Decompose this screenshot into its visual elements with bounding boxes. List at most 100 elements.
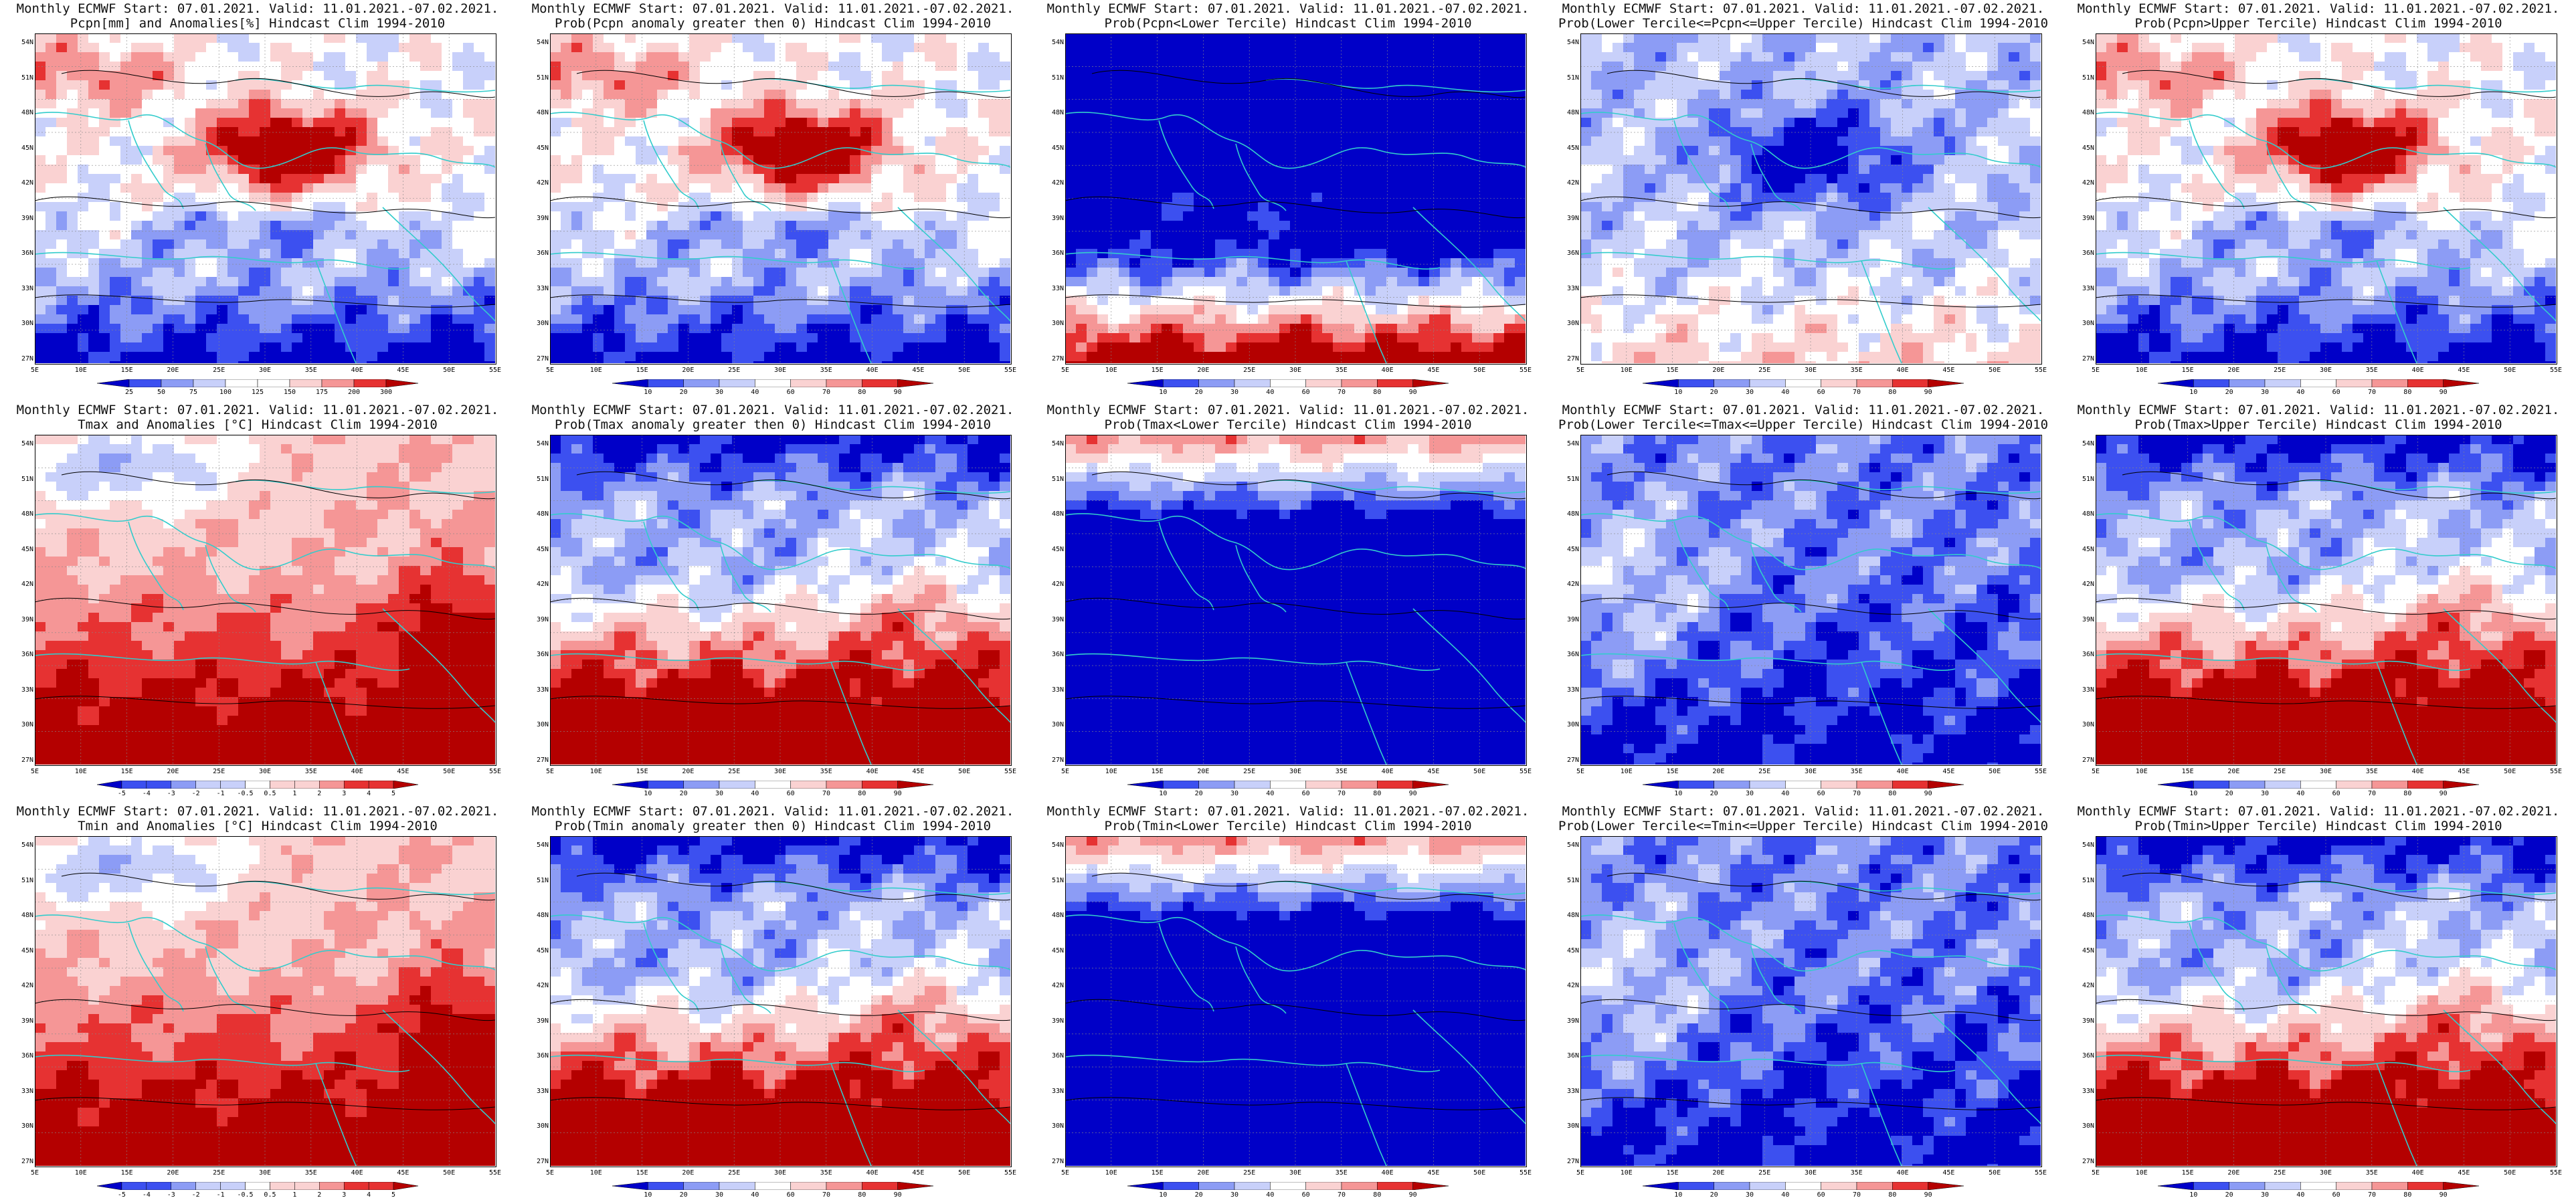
latitude-label: 45N <box>15 947 33 955</box>
latitude-label: 30N <box>2076 721 2094 728</box>
colorbar-tick-label: 40 <box>1260 1191 1280 1199</box>
map-area: 54N 51N 48N 45N 42N 39N 36N 33N 30N 27N 5E 10E 15E 20… <box>1052 836 1532 1177</box>
latitude-label: 45N <box>530 947 549 955</box>
colorbar-tick-label: 10 <box>638 1191 658 1199</box>
colorbar <box>97 1182 418 1190</box>
latitude-label: 54N <box>1045 841 1064 849</box>
colorbar-tick-label: 40 <box>1775 1191 1795 1199</box>
latitude-label: 48N <box>1045 912 1064 919</box>
latitude-label: 54N <box>1045 440 1064 447</box>
map-panel-tmax-5: Monthly ECMWF Start: 07.01.2021. Valid: … <box>2061 401 2576 803</box>
longitude-label: 55E <box>2546 1169 2566 1177</box>
colorbar-tick-label: -4 <box>136 1191 157 1199</box>
longitude-label: 50E <box>1469 768 1489 775</box>
longitude-label: 25E <box>1754 1169 1774 1177</box>
latitude-label: 42N <box>530 179 549 187</box>
forecast-field <box>35 33 495 363</box>
latitude-label: 45N <box>1560 144 1579 152</box>
longitude-label: 25E <box>1239 768 1259 775</box>
latitude-label: 33N <box>1560 1088 1579 1095</box>
colorbar-tick-label: 10 <box>1153 389 1173 396</box>
colorbar-tick-label: 10 <box>1668 389 1688 396</box>
longitude-label: 30E <box>770 367 790 374</box>
longitude-label: 50E <box>954 367 974 374</box>
latitude-label: 45N <box>1560 947 1579 955</box>
colorbar-tick-label: 70 <box>1847 1191 1867 1199</box>
latitude-label: 54N <box>2076 440 2094 447</box>
colorbar <box>1643 781 1964 789</box>
longitude-label: 15E <box>1147 367 1168 374</box>
longitude-label: 25E <box>1239 367 1259 374</box>
map-panel-tmax-3: Monthly ECMWF Start: 07.01.2021. Valid: … <box>1030 401 1546 803</box>
colorbar-tick-label: 10 <box>1668 790 1688 797</box>
longitude-label: 10E <box>2132 367 2152 374</box>
longitude-label: 50E <box>2500 768 2520 775</box>
colorbar-tick-label: 150 <box>280 389 300 396</box>
colorbar-tick-label: 60 <box>2326 389 2347 396</box>
colorbar-tick-label: 40 <box>1260 389 1280 396</box>
latitude-label: 30N <box>2076 1122 2094 1130</box>
panel-title-line2: Prob(Lower Tercile<=Tmin<=Upper Tercile)… <box>1546 819 2061 833</box>
longitude-label: 25E <box>1239 1169 1259 1177</box>
latitude-label: 45N <box>1045 144 1064 152</box>
longitude-label: 45E <box>393 367 413 374</box>
colorbar-ticks: 10 20 30 40 60 70 80 90 <box>1127 790 1449 799</box>
longitude-label: 30E <box>2316 367 2336 374</box>
longitude-label: 45E <box>1938 1169 1958 1177</box>
colorbar-tick-label: 20 <box>1704 1191 1724 1199</box>
map-panel-tmax-2: Monthly ECMWF Start: 07.01.2021. Valid: … <box>515 401 1030 803</box>
colorbar-tick-label: 90 <box>888 790 908 797</box>
latitude-label: 30N <box>1560 721 1579 728</box>
panel-title-line2: Prob(Lower Tercile<=Pcpn<=Upper Tercile)… <box>1546 16 2061 31</box>
longitude-label: 15E <box>2178 768 2198 775</box>
colorbar-tick-label: -0.5 <box>236 1191 256 1199</box>
colorbar-tick-label: 80 <box>1367 790 1387 797</box>
panel-title-line1: Monthly ECMWF Start: 07.01.2021. Valid: … <box>1546 1 2061 16</box>
latitude-label: 39N <box>2076 616 2094 623</box>
longitude-label: 20E <box>678 768 698 775</box>
colorbar-tick-label: 40 <box>2290 790 2310 797</box>
panel-title-line2: Prob(Pcpn>Upper Tercile) Hindcast Clim 1… <box>2061 16 2576 31</box>
longitude-label: 15E <box>117 768 137 775</box>
longitude-label: 25E <box>724 367 744 374</box>
colorbar <box>1127 1182 1449 1190</box>
latitude-label: 42N <box>530 982 549 989</box>
latitude-label: 36N <box>530 651 549 658</box>
longitude-label: 55E <box>485 768 505 775</box>
colorbar-tick-label: 20 <box>1189 1191 1209 1199</box>
latitude-label: 42N <box>1045 982 1064 989</box>
forecast-field <box>2096 836 2556 1166</box>
latitude-label: 27N <box>15 355 33 363</box>
longitude-label: 50E <box>1469 1169 1489 1177</box>
panel-title-line1: Monthly ECMWF Start: 07.01.2021. Valid: … <box>515 804 1030 819</box>
latitude-label: 54N <box>15 440 33 447</box>
colorbar-ticks: 10 20 30 40 60 70 80 90 <box>612 790 933 799</box>
latitude-label: 39N <box>1560 215 1579 222</box>
map-area: 54N 51N 48N 45N 42N 39N 36N 33N 30N 27N 5E 10E 15E 20… <box>21 836 501 1177</box>
colorbar-tick-label: 60 <box>1811 790 1831 797</box>
colorbar-tick-label: 20 <box>1704 389 1724 396</box>
colorbar-ticks: 10 20 30 40 60 70 80 90 <box>2158 389 2479 398</box>
longitude-label: 40E <box>1893 768 1913 775</box>
map-panel-precipitation-1: Monthly ECMWF Start: 07.01.2021. Valid: … <box>0 0 515 401</box>
colorbar-tick-label: 90 <box>888 389 908 396</box>
longitude-label: 35E <box>1847 1169 1867 1177</box>
longitude-label: 40E <box>1378 768 1398 775</box>
colorbar-tick-label: 200 <box>344 389 364 396</box>
latitude-label: 30N <box>1045 320 1064 327</box>
colorbar-ticks: 10 20 30 40 60 70 80 90 <box>612 1191 933 1201</box>
latitude-label: 33N <box>530 1088 549 1095</box>
colorbar-tick-label: 40 <box>1775 790 1795 797</box>
colorbar-tick-label: 90 <box>1403 389 1423 396</box>
panel-title-line2: Prob(Tmax<Lower Tercile) Hindcast Clim 1… <box>1030 417 1546 432</box>
longitude-label: 30E <box>2316 768 2336 775</box>
panel-title-line2: Tmax and Anomalies [°C] Hindcast Clim 19… <box>0 417 515 432</box>
longitude-label: 20E <box>1193 367 1213 374</box>
latitude-label: 51N <box>1045 74 1064 82</box>
latitude-label: 30N <box>15 721 33 728</box>
colorbar <box>612 1182 933 1190</box>
longitude-label: 20E <box>2223 768 2243 775</box>
colorbar <box>2158 379 2479 387</box>
latitude-label: 42N <box>1560 179 1579 187</box>
longitude-label: 45E <box>393 768 413 775</box>
